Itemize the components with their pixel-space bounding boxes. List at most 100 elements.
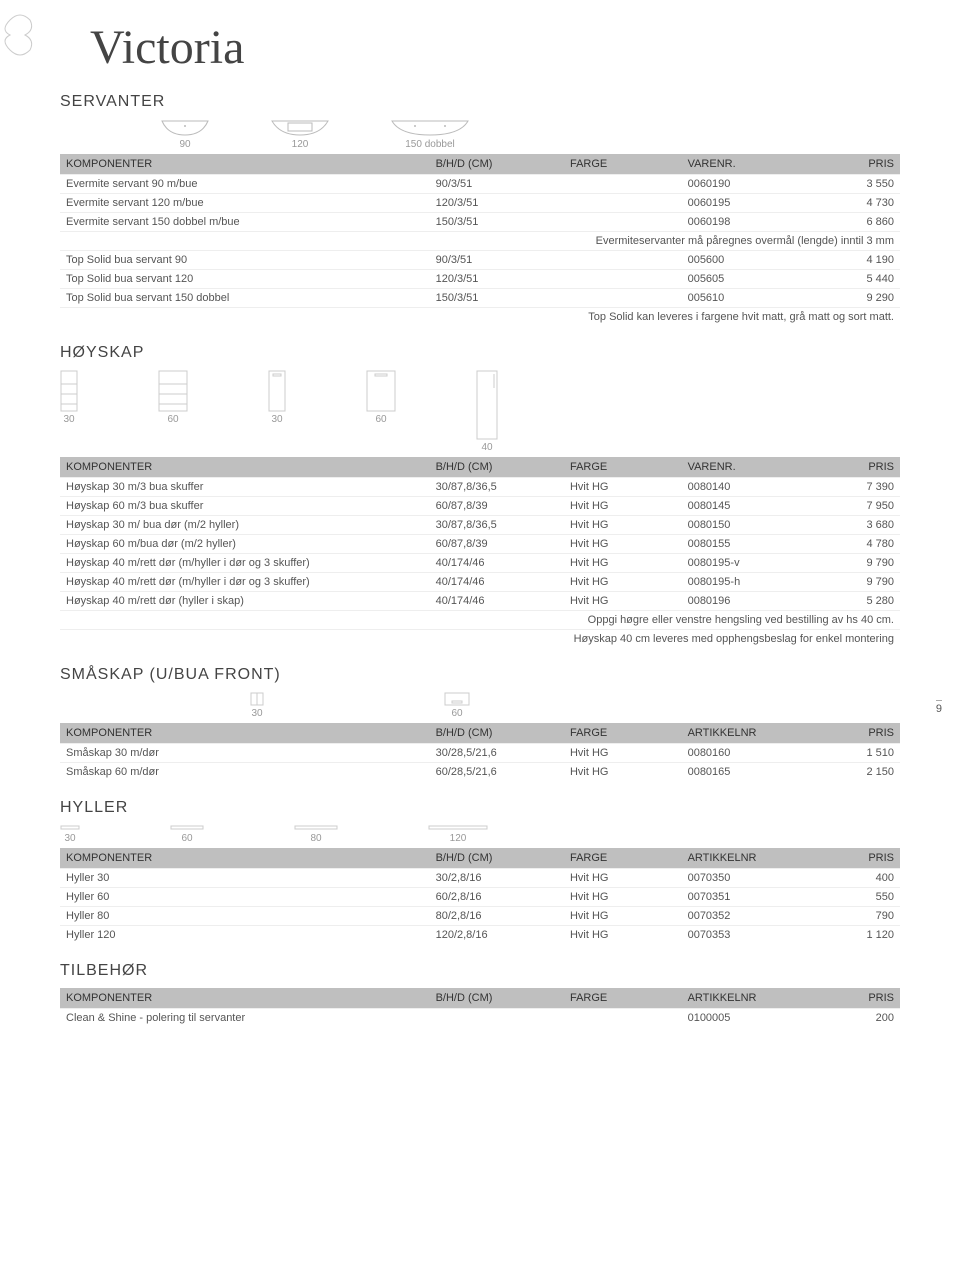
cell: 60/87,8/39 (430, 497, 564, 516)
cell: Hyller 60 (60, 888, 430, 907)
cell: 90/3/51 (430, 175, 564, 194)
servant-icon-90: 90 (160, 119, 210, 150)
table-row: Hyller 8080/2,8/16Hvit HG0070352790 (60, 907, 900, 926)
cell: 4 730 (799, 194, 900, 213)
table-row: Høyskap 60 m/bua dør (m/2 hyller)60/87,8… (60, 535, 900, 554)
cell: 80/2,8/16 (430, 907, 564, 926)
table-row: Evermiteservanter må påregnes overmål (l… (60, 232, 900, 251)
hoyskap-icon-40: 40 (476, 370, 498, 453)
cell (564, 270, 682, 289)
cell: 0080195-h (682, 573, 800, 592)
hyller-icon-30: 30 (60, 825, 80, 844)
cell: 0070353 (682, 926, 800, 945)
cell: Høyskap 60 m/bua dør (m/2 hyller) (60, 535, 430, 554)
cell: Top Solid bua servant 120 (60, 270, 430, 289)
cell: Top Solid bua servant 90 (60, 251, 430, 270)
flower-decor-icon (0, 10, 40, 60)
cell: 60/2,8/16 (430, 888, 564, 907)
smaskap-table: KOMPONENTER B/H/D (CM) FARGE ARTIKKELNR … (60, 723, 900, 781)
cell: 30/2,8/16 (430, 869, 564, 888)
cell: 0080196 (682, 592, 800, 611)
hyller-icons: 30 60 80 120 (60, 825, 900, 844)
note-cell: Høyskap 40 cm leveres med opphengsbeslag… (60, 630, 900, 649)
hyller-icon-120: 120 (428, 825, 488, 844)
section-title-hoyskap: HØYSKAP (60, 344, 900, 362)
cell: 6 860 (799, 213, 900, 232)
tilbehor-table: KOMPONENTER B/H/D (CM) FARGE ARTIKKELNR … (60, 988, 900, 1027)
hyller-table: KOMPONENTER B/H/D (CM) FARGE ARTIKKELNR … (60, 848, 900, 944)
cell: 0060198 (682, 213, 800, 232)
cell (564, 251, 682, 270)
cell (564, 289, 682, 308)
cell: 0070352 (682, 907, 800, 926)
cell: 120/3/51 (430, 194, 564, 213)
cell: 40/174/46 (430, 554, 564, 573)
cell: 0100005 (682, 1009, 800, 1028)
cell: Evermite servant 120 m/bue (60, 194, 430, 213)
cell (564, 194, 682, 213)
cell: 005600 (682, 251, 800, 270)
cell: Høyskap 60 m/3 bua skuffer (60, 497, 430, 516)
cell: 0060190 (682, 175, 800, 194)
cell: Høyskap 30 m/ bua dør (m/2 hyller) (60, 516, 430, 535)
smaskap-icons: 30 60 (250, 692, 900, 719)
hoyskap-icons: 30 60 30 60 40 (60, 370, 900, 453)
cell: Hvit HG (564, 888, 682, 907)
table-row: Top Solid bua servant 9090/3/510056004 1… (60, 251, 900, 270)
table-row: Hyller 3030/2,8/16Hvit HG0070350400 (60, 869, 900, 888)
cell: 0080165 (682, 763, 800, 782)
smaskap-icon-30: 30 (250, 692, 264, 719)
cell: 550 (799, 888, 900, 907)
cell: Hvit HG (564, 907, 682, 926)
cell: 1 510 (799, 744, 900, 763)
cell: 0080145 (682, 497, 800, 516)
cell: 120/2,8/16 (430, 926, 564, 945)
cell: Top Solid bua servant 150 dobbel (60, 289, 430, 308)
cell: 400 (799, 869, 900, 888)
cell: 9 790 (799, 573, 900, 592)
cell: 4 780 (799, 535, 900, 554)
table-row: Høyskap 40 m/rett dør (m/hyller i dør og… (60, 573, 900, 592)
page-title: Victoria (90, 20, 900, 75)
cell: Evermite servant 150 dobbel m/bue (60, 213, 430, 232)
table-row: Hyller 120120/2,8/16Hvit HG00703531 120 (60, 926, 900, 945)
cell: 150/3/51 (430, 289, 564, 308)
table-row: Clean & Shine - polering til servanter01… (60, 1009, 900, 1028)
cell: 0070350 (682, 869, 800, 888)
page-number: 9 (936, 700, 942, 715)
table-row: Småskap 60 m/dør60/28,5/21,6Hvit HG00801… (60, 763, 900, 782)
cell: Høyskap 40 m/rett dør (m/hyller i dør og… (60, 554, 430, 573)
cell: 9 790 (799, 554, 900, 573)
cell: Småskap 30 m/dør (60, 744, 430, 763)
cell: 005610 (682, 289, 800, 308)
table-row: Oppgi høgre eller venstre hengsling ved … (60, 611, 900, 630)
hoyskap-icon-30b: 30 (268, 370, 286, 453)
cell: 3 680 (799, 516, 900, 535)
cell: 0080195-v (682, 554, 800, 573)
cell (430, 1009, 564, 1028)
cell: 4 190 (799, 251, 900, 270)
cell: Hyller 80 (60, 907, 430, 926)
cell: 60/28,5/21,6 (430, 763, 564, 782)
cell: 1 120 (799, 926, 900, 945)
section-title-tilbehor: TILBEHØR (60, 962, 900, 980)
cell: Hvit HG (564, 763, 682, 782)
hyller-icon-60: 60 (170, 825, 204, 844)
servanter-icons: 90 120 150 dobbel (160, 119, 900, 150)
cell: 200 (799, 1009, 900, 1028)
note-cell: Evermiteservanter må påregnes overmål (l… (60, 232, 900, 251)
cell: 005605 (682, 270, 800, 289)
cell: Hvit HG (564, 869, 682, 888)
cell: 0060195 (682, 194, 800, 213)
cell: 5 280 (799, 592, 900, 611)
table-row: Høyskap 40 m/rett dør (m/hyller i dør og… (60, 554, 900, 573)
table-row: Høyskap 30 m/3 bua skuffer30/87,8/36,5Hv… (60, 478, 900, 497)
cell: 0070351 (682, 888, 800, 907)
cell: Høyskap 40 m/rett dør (hyller i skap) (60, 592, 430, 611)
table-row: Hyller 6060/2,8/16Hvit HG0070351550 (60, 888, 900, 907)
cell: Hyller 30 (60, 869, 430, 888)
section-title-hyller: HYLLER (60, 799, 900, 817)
table-row: Evermite servant 120 m/bue120/3/51 006019… (60, 194, 900, 213)
cell: 60/87,8/39 (430, 535, 564, 554)
hoyskap-icon-60b: 60 (366, 370, 396, 453)
